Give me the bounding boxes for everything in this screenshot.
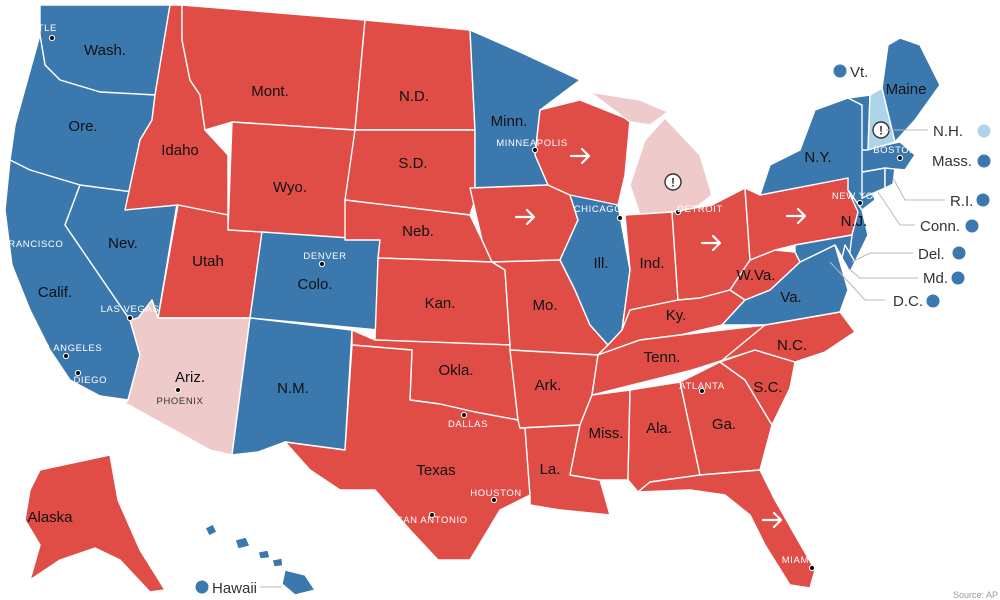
city-dot-atlanta xyxy=(698,387,706,395)
state-delaware[interactable] xyxy=(841,244,856,273)
arrow-right-icon xyxy=(514,208,536,226)
small-state-hi[interactable]: Hawaii xyxy=(195,580,283,597)
city-dot-minneapolis xyxy=(531,146,539,154)
state-alaska[interactable] xyxy=(24,454,166,593)
small-state-vt[interactable]: Vt. xyxy=(833,64,869,81)
small-state-md-label: Md. xyxy=(923,270,948,287)
state-texas[interactable] xyxy=(284,344,531,561)
city-dot-chicago xyxy=(616,214,624,222)
city-dot-detroit xyxy=(674,208,682,216)
small-state-dc-label: D.C. xyxy=(893,293,923,310)
city-dot-las-vegas xyxy=(126,314,134,322)
city-dot-san-antonio xyxy=(428,511,436,519)
arrow-right-icon xyxy=(700,234,722,252)
small-state-ct-label: Conn. xyxy=(920,218,960,235)
state-iowa[interactable] xyxy=(469,184,579,263)
arrow-right-icon xyxy=(569,147,591,165)
state-north-dakota[interactable] xyxy=(354,19,476,131)
small-state-legend: Vt. N.H. Mass. R.I. Conn. Del. Md. xyxy=(195,64,991,597)
small-state-md[interactable]: Md. xyxy=(847,267,965,287)
small-state-ma-label: Mass. xyxy=(932,153,972,170)
state-new-mexico[interactable] xyxy=(231,317,353,456)
svg-text:!: ! xyxy=(671,176,675,190)
arrow-right-icon xyxy=(785,207,807,225)
city-dot-phoenix xyxy=(174,386,182,394)
state-hawaii[interactable] xyxy=(204,523,316,596)
city-dot-boston xyxy=(896,154,904,162)
state-shapes xyxy=(4,4,941,596)
arrow-right-icon xyxy=(761,511,783,529)
small-state-de-label: Del. xyxy=(918,246,945,263)
city-dot-los-angeles xyxy=(62,352,70,360)
state-arizona[interactable] xyxy=(124,299,251,456)
city-dot-denver xyxy=(318,260,326,268)
state-south-dakota[interactable] xyxy=(344,129,476,216)
state-connecticut[interactable] xyxy=(861,167,886,199)
small-state-hi-label: Hawaii xyxy=(212,580,257,597)
small-state-ri[interactable]: R.I. xyxy=(892,177,990,210)
state-vermont[interactable] xyxy=(847,94,871,151)
result-markers: ! ! xyxy=(514,121,890,529)
city-dot-seattle xyxy=(48,34,56,42)
small-state-dc[interactable]: D.C. xyxy=(829,261,940,310)
state-montana[interactable] xyxy=(181,4,366,131)
small-state-vt-label: Vt. xyxy=(850,64,868,81)
svg-text:!: ! xyxy=(879,124,883,138)
small-state-ri-label: R.I. xyxy=(950,193,973,210)
city-dot-new-york xyxy=(856,199,864,207)
state-illinois[interactable] xyxy=(559,194,631,346)
small-state-nh-label: N.H. xyxy=(933,123,963,140)
city-dot-miami xyxy=(808,564,816,572)
state-north-carolina[interactable] xyxy=(691,311,856,371)
small-state-nh[interactable]: N.H. xyxy=(886,123,991,140)
city-dot-san-diego xyxy=(74,369,82,377)
city-dot-houston xyxy=(490,496,498,504)
state-maine[interactable] xyxy=(881,37,941,143)
state-florida[interactable] xyxy=(637,469,816,589)
state-wyoming[interactable] xyxy=(227,121,356,241)
state-colorado[interactable] xyxy=(249,231,381,331)
exclamation-icon: ! xyxy=(664,173,682,191)
city-dot-dallas xyxy=(460,411,468,419)
small-state-ma[interactable]: Mass. xyxy=(932,153,991,170)
source-credit: Source: AP xyxy=(953,590,998,600)
small-state-de[interactable]: Del. xyxy=(851,246,966,263)
state-west-virginia[interactable] xyxy=(729,249,801,301)
small-state-ct[interactable]: Conn. xyxy=(877,191,979,235)
state-kansas[interactable] xyxy=(374,257,511,346)
state-massachusetts[interactable] xyxy=(861,141,916,173)
state-michigan[interactable] xyxy=(589,91,713,216)
state-maryland[interactable] xyxy=(794,234,853,269)
